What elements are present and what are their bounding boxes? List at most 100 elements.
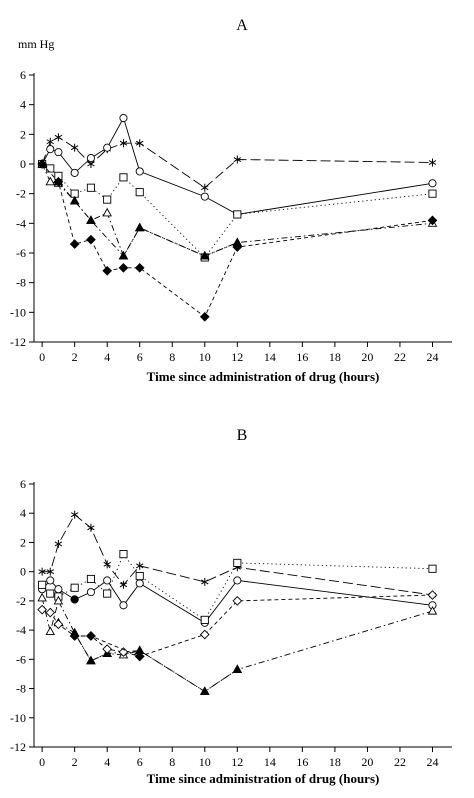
x-tick-label: 24 (426, 350, 438, 364)
series-line (41, 597, 433, 693)
data-point-triangle-filled (134, 222, 145, 232)
data-point-asterisk (46, 567, 54, 576)
asterisk-stroke (119, 582, 128, 588)
data-point-circle (70, 168, 79, 177)
asterisk-stroke (70, 512, 79, 518)
data-point-asterisk (119, 139, 128, 148)
data-point-circle (103, 576, 112, 585)
asterisk-stroke (70, 145, 79, 151)
data-point-circle-filled (70, 595, 79, 604)
y-tick-label: -2 (16, 594, 26, 608)
x-tick-label: 24 (426, 755, 438, 769)
data-point-diamond-open (37, 604, 47, 615)
data-point-triangle-filled (200, 250, 210, 260)
y-tick-label: -10 (10, 305, 26, 319)
asterisk-stroke (201, 185, 209, 191)
data-point-asterisk (54, 133, 63, 142)
y-tick-label: -8 (16, 276, 26, 290)
data-point-diamond-open (199, 629, 210, 640)
x-tick-label: 16 (296, 350, 308, 364)
data-point-diamond-open (232, 596, 243, 606)
data-point-square (86, 183, 95, 192)
y-tick-label: -6 (16, 652, 26, 666)
x-tick-label: 14 (264, 350, 276, 364)
x-tick-label: 12 (231, 755, 243, 769)
series-circle (38, 113, 437, 219)
data-point-diamond-filled (134, 651, 145, 662)
data-point-triangle-open (45, 176, 56, 186)
y-tick-label: -12 (10, 335, 26, 349)
x-tick-label: 10 (199, 755, 211, 769)
data-point-square (119, 173, 128, 182)
y-axis-label: mm Hg (18, 37, 54, 51)
data-point-asterisk (201, 183, 209, 192)
series-asterisk (38, 510, 437, 600)
data-point-diamond-open (427, 590, 438, 600)
x-tick-label: 8 (169, 350, 175, 364)
data-point-diamond-filled (232, 242, 243, 252)
data-point-circle (428, 179, 437, 188)
x-tick-label: 14 (264, 755, 276, 769)
x-tick-label: 22 (394, 350, 406, 364)
y-tick-label: -6 (16, 246, 26, 260)
data-point-square (428, 564, 437, 573)
x-tick-label: 18 (329, 755, 341, 769)
data-point-diamond-open (45, 607, 56, 618)
data-point-circle (135, 167, 144, 176)
data-point-asterisk (70, 143, 79, 152)
data-point-diamond-filled (199, 311, 210, 322)
asterisk-stroke (119, 140, 128, 146)
series-diamond-filled (37, 159, 438, 322)
series-line (41, 163, 433, 318)
series-diamond-open (37, 590, 438, 662)
asterisk-stroke (428, 160, 437, 165)
asterisk-stroke (136, 140, 144, 146)
x-tick-label: 6 (137, 755, 143, 769)
x-tick-label: 12 (231, 350, 243, 364)
series-line (41, 116, 433, 215)
x-tick-label: 16 (296, 755, 308, 769)
data-point-triangle-filled (86, 215, 96, 224)
data-point-diamond-open (118, 647, 129, 657)
asterisk-stroke (54, 541, 63, 547)
x-axis-label: Time since administration of drug (hours… (147, 369, 380, 384)
data-point-square (135, 572, 144, 581)
data-point-square (86, 574, 95, 584)
data-point-diamond-filled (69, 239, 80, 249)
data-point-asterisk (136, 561, 144, 570)
asterisk-stroke (136, 563, 144, 569)
data-point-square (233, 210, 242, 219)
asterisk-stroke (201, 579, 209, 585)
data-point-square (103, 589, 112, 598)
asterisk-stroke (54, 134, 63, 140)
x-tick-label: 4 (104, 350, 110, 364)
data-point-diamond-filled (118, 262, 129, 273)
data-point-triangle-open (102, 207, 112, 217)
y-tick-label: 4 (20, 506, 26, 520)
data-point-square (135, 188, 144, 197)
data-point-triangle-filled (69, 195, 80, 205)
y-tick-label: 0 (20, 565, 26, 579)
data-point-square (119, 550, 128, 559)
x-tick-label: 0 (39, 350, 45, 364)
data-point-diamond-filled (53, 176, 64, 187)
data-point-square (233, 558, 242, 567)
data-point-square (46, 164, 55, 173)
data-point-triangle-open (427, 605, 438, 615)
data-point-diamond-open (53, 619, 64, 630)
data-point-circle (54, 585, 63, 594)
data-point-diamond-filled (86, 234, 96, 245)
series-square (38, 550, 437, 624)
y-tick-label: 6 (20, 68, 26, 82)
data-point-square (428, 189, 437, 198)
data-point-diamond-filled (102, 265, 113, 276)
x-tick-label: 10 (199, 350, 211, 364)
data-point-circle (46, 145, 55, 154)
x-tick-label: 0 (39, 755, 45, 769)
x-tick-label: 18 (329, 350, 341, 364)
asterisk-stroke (103, 561, 111, 567)
x-tick-label: 22 (394, 755, 406, 769)
